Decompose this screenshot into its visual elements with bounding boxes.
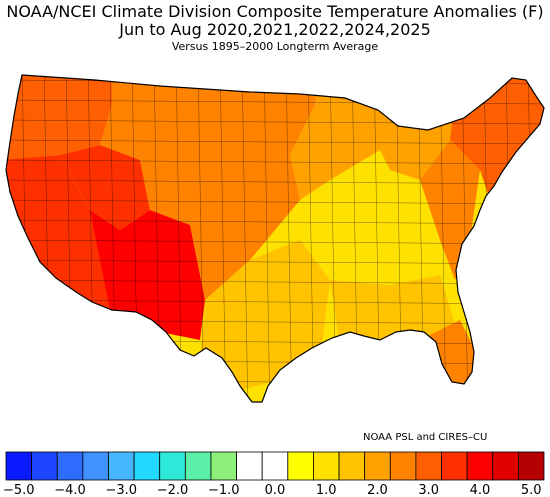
legend-swatch xyxy=(31,451,58,481)
map-title: NOAA/NCEI Climate Division Composite Tem… xyxy=(6,2,544,21)
legend-swatch xyxy=(313,451,340,481)
legend-tick-label: 3.0 xyxy=(418,483,439,497)
legend-swatch xyxy=(364,451,391,481)
legend-swatch xyxy=(210,451,237,481)
legend-tick-label: 1.0 xyxy=(316,483,337,497)
map-outline xyxy=(5,74,545,403)
legend-tick-label: −2.0 xyxy=(157,483,189,497)
legend-swatch xyxy=(108,451,135,481)
legend-tick-label: −4.0 xyxy=(54,483,86,497)
legend-tick-label: 0.0 xyxy=(265,483,286,497)
map-baseline: Versus 1895–2000 Longterm Average xyxy=(171,40,379,53)
legend-swatch xyxy=(389,451,417,481)
credit-label: NOAA PSL and CIRES–CU xyxy=(363,432,488,443)
region-southern-plains-texas xyxy=(200,240,330,390)
region-southwest-desert xyxy=(90,210,205,340)
legend-tick-label: 5.0 xyxy=(521,483,542,497)
legend-swatch xyxy=(184,451,212,481)
legend-swatch xyxy=(441,451,468,481)
legend-swatch xyxy=(56,451,84,481)
region-great-basin xyxy=(60,145,150,230)
legend-swatch xyxy=(5,451,33,481)
legend-swatch xyxy=(287,451,314,481)
region-northwest-coast xyxy=(6,75,120,160)
legend-swatch xyxy=(415,451,442,481)
legend-swatch xyxy=(261,451,289,481)
legend-tick-label: 2.0 xyxy=(367,483,388,497)
anomaly-map xyxy=(5,74,545,403)
legend-swatch xyxy=(517,451,545,481)
map-period: Jun to Aug 2020,2021,2022,2024,2025 xyxy=(119,20,431,39)
legend-swatch xyxy=(82,451,109,481)
legend-swatch xyxy=(492,451,519,481)
legend-swatch xyxy=(466,451,494,481)
legend-swatch xyxy=(159,451,186,481)
legend-swatch xyxy=(133,451,161,481)
legend-swatch xyxy=(338,451,366,481)
legend-tick-label: −3.0 xyxy=(105,483,137,497)
legend-tick-label: −5.0 xyxy=(3,483,35,497)
legend-swatch xyxy=(236,451,263,481)
legend-tick-label: −1.0 xyxy=(208,483,240,497)
color-legend: −5.0 −4.0 −3.0 −2.0 −1.0 0.0 1.0 2.0 3.0 4.0 5.0 xyxy=(3,451,545,497)
legend-tick-label: 4.0 xyxy=(470,483,491,497)
